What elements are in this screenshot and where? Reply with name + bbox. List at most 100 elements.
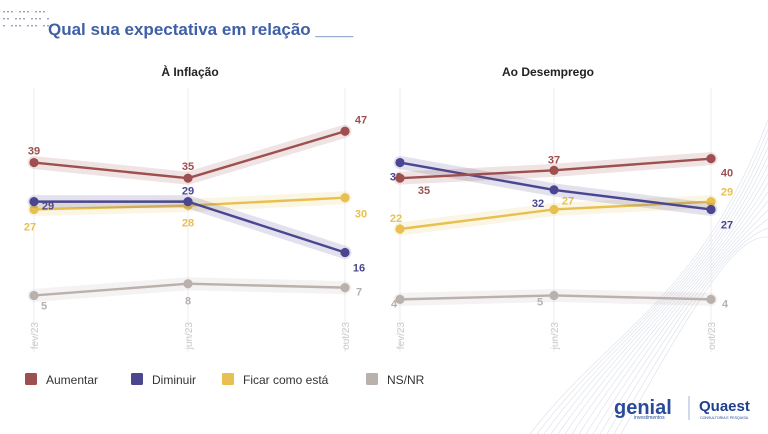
dot-grid-mark xyxy=(15,25,17,27)
x-tick-label: fev/23 xyxy=(396,322,407,350)
data-point xyxy=(340,193,350,203)
dot-grid-mark xyxy=(39,11,41,13)
data-label: 37 xyxy=(548,154,560,166)
data-point xyxy=(29,157,39,168)
data-label: 35 xyxy=(182,161,194,173)
data-point xyxy=(340,283,350,293)
data-point xyxy=(29,204,39,215)
x-tick-label: jun/23 xyxy=(184,322,195,351)
wave-line xyxy=(620,236,768,434)
dot-grid-mark xyxy=(11,25,13,27)
legend-item: Ficar como está xyxy=(222,373,329,387)
legend-swatch xyxy=(25,373,37,385)
wave-line xyxy=(543,137,768,434)
charts-area: À Inflação fev/23 jun/23 out/23 5 8 7 27 28 30 29 2… xyxy=(24,64,733,352)
dot-grid-mark xyxy=(31,25,33,27)
wave-line xyxy=(592,200,768,434)
dot-grid-mark xyxy=(15,18,17,20)
data-label: 29 xyxy=(721,187,733,199)
data-point xyxy=(340,247,350,258)
data-point xyxy=(29,197,39,207)
dot-grid-mark xyxy=(19,18,21,20)
data-label: 40 xyxy=(721,168,733,180)
dot-grid-decoration xyxy=(3,11,49,27)
legend-label: Ficar como está xyxy=(243,373,329,387)
slide-title: Qual sua expectativa em relação ____ xyxy=(48,20,354,39)
dot-grid-mark xyxy=(35,18,37,20)
x-tick-label: out/23 xyxy=(341,322,352,350)
data-label: 29 xyxy=(42,201,54,213)
genial-logo-subtext: investimentos xyxy=(634,415,665,421)
data-point xyxy=(706,154,716,164)
x-tick-label: out/23 xyxy=(707,322,718,350)
data-label: 28 xyxy=(182,218,194,230)
dot-grid-mark xyxy=(47,25,49,27)
data-point xyxy=(549,204,559,215)
data-label: 7 xyxy=(356,287,362,299)
dot-grid-mark xyxy=(23,11,25,13)
quaest-logo-text: Quaest xyxy=(699,398,750,415)
chart-panel: À Inflação fev/23 jun/23 out/23 5 8 7 27 28 30 29 2… xyxy=(24,64,367,352)
data-point xyxy=(706,197,716,207)
quaest-logo-subtext: CONSULTORIA E PESQUISA xyxy=(700,416,749,420)
data-label: 39 xyxy=(28,146,40,158)
dot-grid-mark xyxy=(3,18,5,20)
legend: Aumentar Diminuir Ficar como está NS/NR xyxy=(25,373,425,387)
data-point xyxy=(183,173,193,183)
genial-logo-text: genial xyxy=(614,397,672,419)
wave-line xyxy=(613,227,768,434)
wave-line xyxy=(571,173,768,434)
data-label: 27 xyxy=(24,221,36,233)
dot-grid-mark xyxy=(35,11,37,13)
data-label: 4 xyxy=(391,298,398,310)
wave-line xyxy=(606,218,768,434)
genial-logo: genial investimentos xyxy=(614,397,672,421)
dot-grid-mark xyxy=(19,25,21,27)
data-point xyxy=(183,279,193,289)
data-label: 4 xyxy=(722,298,729,310)
quaest-logo: Quaest CONSULTORIA E PESQUISA xyxy=(699,398,750,420)
data-label: 27 xyxy=(562,195,574,207)
legend-label: Aumentar xyxy=(46,373,98,387)
dot-grid-mark xyxy=(31,18,33,20)
wave-line xyxy=(585,191,768,434)
dot-grid-mark xyxy=(23,18,25,20)
x-tick-label: jun/23 xyxy=(550,322,561,351)
data-label: 5 xyxy=(537,296,543,308)
legend-label: NS/NR xyxy=(387,373,425,387)
data-label: 5 xyxy=(41,300,47,312)
chart-title: Ao Desemprego xyxy=(502,65,594,79)
dot-grid-mark xyxy=(3,25,5,27)
data-point xyxy=(549,185,559,195)
data-label: 27 xyxy=(721,219,733,231)
dot-grid-mark xyxy=(19,11,21,13)
dot-grid-mark xyxy=(35,25,37,27)
legend-swatch xyxy=(131,373,143,385)
data-point xyxy=(549,290,559,301)
data-label: 35 xyxy=(418,185,430,197)
legend-item: Aumentar xyxy=(25,373,98,387)
data-label: 22 xyxy=(390,213,402,225)
data-label: 30 xyxy=(355,209,367,221)
chart-panel: Ao Desemprego fev/23 jun/23 out/23 4 5 4 22 27 29… xyxy=(390,65,733,352)
wave-line xyxy=(536,128,768,434)
data-point xyxy=(340,126,350,136)
data-point xyxy=(395,173,405,183)
dot-grid-mark xyxy=(27,25,29,27)
data-point xyxy=(395,157,405,168)
dot-grid-mark xyxy=(3,11,5,13)
legend-swatch xyxy=(366,373,378,385)
dot-grid-mark xyxy=(43,25,45,27)
chart-title: À Inflação xyxy=(161,64,218,79)
legend-label: Diminuir xyxy=(152,373,196,387)
dot-grid-mark xyxy=(47,18,49,20)
data-label: 47 xyxy=(355,114,367,126)
data-point xyxy=(706,294,716,304)
legend-swatch xyxy=(222,373,234,385)
data-point xyxy=(183,197,193,207)
wave-line xyxy=(529,119,768,434)
data-point xyxy=(706,204,716,215)
dot-grid-mark xyxy=(7,11,9,13)
dot-grid-mark xyxy=(11,11,13,13)
